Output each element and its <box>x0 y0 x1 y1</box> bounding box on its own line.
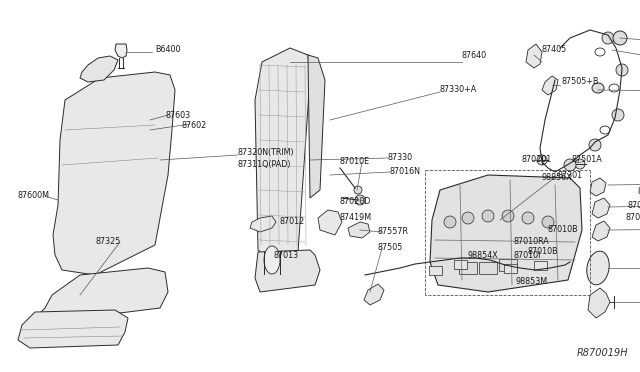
Polygon shape <box>115 44 127 58</box>
Text: 87325: 87325 <box>95 237 120 247</box>
Text: 87505+B: 87505+B <box>562 77 600 87</box>
Polygon shape <box>430 175 582 292</box>
Text: 87012: 87012 <box>280 218 305 227</box>
Text: 87330: 87330 <box>388 153 413 161</box>
Text: 87505: 87505 <box>377 244 403 253</box>
FancyBboxPatch shape <box>459 262 477 274</box>
Text: 870201: 870201 <box>522 155 552 164</box>
FancyBboxPatch shape <box>429 266 442 275</box>
FancyBboxPatch shape <box>454 260 467 269</box>
Text: 98853M: 98853M <box>515 278 547 286</box>
FancyBboxPatch shape <box>499 259 517 271</box>
Circle shape <box>444 216 456 228</box>
Polygon shape <box>53 72 175 275</box>
Circle shape <box>575 159 585 169</box>
Circle shape <box>613 31 627 45</box>
Text: 98856X: 98856X <box>542 173 573 183</box>
Text: 87010B: 87010B <box>625 214 640 222</box>
Polygon shape <box>255 48 310 258</box>
Circle shape <box>537 155 547 165</box>
Text: 87603: 87603 <box>166 110 191 119</box>
Polygon shape <box>348 222 370 238</box>
Text: 87640: 87640 <box>462 51 487 60</box>
Polygon shape <box>592 198 610 218</box>
Text: 87010BA: 87010BA <box>628 201 640 209</box>
Text: 87600M: 87600M <box>18 192 50 201</box>
Text: 87301: 87301 <box>558 170 583 180</box>
Ellipse shape <box>592 83 604 93</box>
Polygon shape <box>38 268 168 320</box>
FancyBboxPatch shape <box>479 262 497 274</box>
Text: 87602: 87602 <box>182 122 207 131</box>
Text: 87010B: 87010B <box>548 225 579 234</box>
Polygon shape <box>590 178 606 196</box>
Circle shape <box>522 212 534 224</box>
Polygon shape <box>364 284 384 305</box>
Text: 87330+A: 87330+A <box>440 86 477 94</box>
Polygon shape <box>542 76 558 95</box>
Text: 87557R: 87557R <box>377 228 408 237</box>
Text: 87501A: 87501A <box>572 155 603 164</box>
Ellipse shape <box>587 251 609 285</box>
Circle shape <box>355 195 365 205</box>
Ellipse shape <box>264 246 280 274</box>
Text: 87311Q(PAD): 87311Q(PAD) <box>238 160 291 170</box>
Polygon shape <box>592 221 610 241</box>
Text: B6400: B6400 <box>155 45 180 55</box>
Polygon shape <box>318 210 342 235</box>
Polygon shape <box>255 250 320 292</box>
Circle shape <box>589 139 601 151</box>
Text: 87010B: 87010B <box>528 247 559 257</box>
Polygon shape <box>18 310 128 348</box>
Text: 87010B: 87010B <box>638 187 640 196</box>
Text: 87320N(TRIM): 87320N(TRIM) <box>238 148 294 157</box>
Circle shape <box>612 109 624 121</box>
Text: 98854X: 98854X <box>468 251 499 260</box>
Circle shape <box>602 32 614 44</box>
Polygon shape <box>80 56 118 82</box>
Text: 87013: 87013 <box>274 251 299 260</box>
Circle shape <box>354 186 362 194</box>
Polygon shape <box>308 55 325 198</box>
Polygon shape <box>588 288 610 318</box>
Circle shape <box>542 216 554 228</box>
FancyBboxPatch shape <box>504 263 516 273</box>
Circle shape <box>462 212 474 224</box>
Text: 87010RA: 87010RA <box>514 237 550 247</box>
FancyBboxPatch shape <box>534 260 547 269</box>
Text: 87020D: 87020D <box>340 198 371 206</box>
Text: 87010I: 87010I <box>514 251 541 260</box>
Circle shape <box>564 159 576 171</box>
Text: 87419M: 87419M <box>340 214 372 222</box>
Circle shape <box>616 64 628 76</box>
Circle shape <box>482 210 494 222</box>
Polygon shape <box>250 216 276 232</box>
Text: 87010E: 87010E <box>340 157 370 167</box>
Text: R870019H: R870019H <box>577 348 628 358</box>
Text: 87016N: 87016N <box>390 167 421 176</box>
Text: 87405: 87405 <box>542 45 567 55</box>
Polygon shape <box>526 44 542 68</box>
Circle shape <box>502 210 514 222</box>
